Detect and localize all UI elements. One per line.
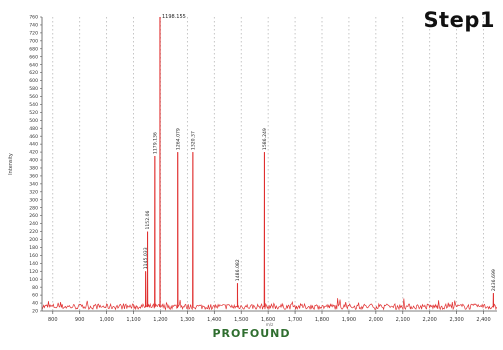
y-tick-label: 20 bbox=[32, 309, 38, 315]
x-tick-label: 900 bbox=[75, 317, 85, 323]
step-title: Step1 bbox=[423, 8, 495, 32]
y-tick-label: 520 bbox=[29, 110, 38, 116]
y-tick-label: 120 bbox=[29, 269, 38, 275]
y-tick-label: 440 bbox=[29, 142, 38, 148]
peak-label: 1145.033 bbox=[143, 247, 149, 269]
y-tick-label: 220 bbox=[29, 229, 38, 235]
y-tick-label: 260 bbox=[29, 213, 38, 219]
y-tick-label: 300 bbox=[29, 197, 38, 203]
y-tick-label: 700 bbox=[29, 38, 38, 44]
x-tick-label: 2,100 bbox=[396, 317, 410, 323]
spectrum-line bbox=[41, 16, 498, 311]
y-tick-label: 760 bbox=[29, 15, 38, 21]
y-tick-label: 320 bbox=[29, 189, 38, 195]
brand-label: PROFOUND bbox=[212, 327, 291, 340]
y-tick-label: 140 bbox=[29, 261, 38, 267]
y-tick-label: 740 bbox=[29, 23, 38, 29]
y-tick-label: 660 bbox=[29, 54, 38, 60]
x-tick-label: 1,100 bbox=[126, 317, 140, 323]
peak-label: 1152.06 bbox=[145, 210, 151, 229]
x-tick-label: 2,300 bbox=[449, 317, 463, 323]
peak-label: 1486.082 bbox=[235, 259, 241, 281]
peak-labels: 1145.033 1152.06 1179.136 1198.155 1264.079 1… bbox=[143, 14, 497, 291]
x-tick-label: 800 bbox=[48, 317, 58, 323]
x-tick-label: 1,900 bbox=[342, 317, 356, 323]
y-tick-label: 80 bbox=[32, 285, 38, 291]
spectrum-trace bbox=[41, 16, 498, 311]
y-tick-label: 640 bbox=[29, 62, 38, 68]
peak-label: 1179.136 bbox=[152, 132, 158, 154]
y-tick-label: 600 bbox=[29, 78, 38, 84]
y-tick-label: 680 bbox=[29, 46, 38, 52]
x-tick-label: 2,400 bbox=[476, 317, 490, 323]
y-tick-label: 280 bbox=[29, 205, 38, 211]
x-tick-label: 1,800 bbox=[315, 317, 329, 323]
y-tick-label: 420 bbox=[29, 150, 38, 156]
x-tick-label: 2,000 bbox=[369, 317, 383, 323]
x-axis-label: m/z bbox=[266, 322, 273, 327]
y-tick-label: 500 bbox=[29, 118, 38, 124]
x-tick-label: 1,300 bbox=[180, 317, 194, 323]
x-tick-label: 1,500 bbox=[234, 317, 248, 323]
peak-label: 1198.155 bbox=[162, 14, 186, 20]
y-tick-label: 460 bbox=[29, 134, 38, 140]
y-tick-label: 180 bbox=[29, 245, 38, 251]
y-tick-label: 100 bbox=[29, 277, 38, 283]
y-tick-label: 720 bbox=[29, 30, 38, 36]
x-tick-label: 1,400 bbox=[207, 317, 221, 323]
peak-label: 1264.079 bbox=[175, 128, 181, 150]
x-tick-label: 1,000 bbox=[99, 317, 113, 323]
y-tick-label: 360 bbox=[29, 174, 38, 180]
y-tick-label: 40 bbox=[32, 301, 38, 307]
x-tick-label: 1,600 bbox=[261, 317, 275, 323]
y-tick-label: 540 bbox=[29, 102, 38, 108]
y-tick-label: 580 bbox=[29, 86, 38, 92]
peak-label: 2436.699 bbox=[491, 269, 497, 291]
x-tick-label: 2,200 bbox=[423, 317, 437, 323]
y-tick-label: 240 bbox=[29, 221, 38, 227]
y-tick-label: 620 bbox=[29, 70, 38, 76]
x-tick-label: 1,200 bbox=[153, 317, 167, 323]
y-tick-label: 200 bbox=[29, 237, 38, 243]
y-axis-label: Intensity bbox=[8, 153, 14, 175]
y-tick-label: 480 bbox=[29, 126, 38, 132]
grid-lines bbox=[52, 17, 484, 311]
peak-label: 1320.37 bbox=[190, 131, 196, 150]
peak-label: 1586.249 bbox=[262, 128, 268, 150]
y-tick-label: 400 bbox=[29, 158, 38, 164]
y-tick-label: 380 bbox=[29, 166, 38, 172]
y-tick-label: 60 bbox=[32, 293, 38, 299]
y-tick-label: 560 bbox=[29, 94, 38, 100]
axes: 800 900 1,000 1,100 1,200 1,300 1,400 1,500 1,60… bbox=[29, 15, 497, 323]
x-tick-label: 1,700 bbox=[288, 317, 302, 323]
y-tick-label: 340 bbox=[29, 181, 38, 187]
y-tick-label: 160 bbox=[29, 253, 38, 259]
